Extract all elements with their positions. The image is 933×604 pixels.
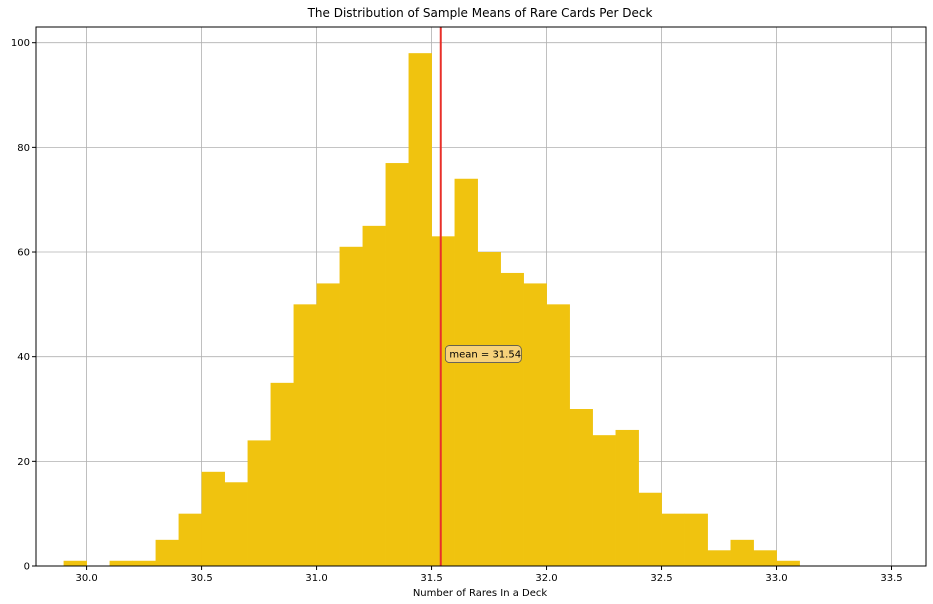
x-tick-label: 31.0 [305,573,327,584]
histogram-bar [270,382,294,566]
histogram-bar [293,304,317,566]
mean-annotation-group: mean = 31.54 [444,345,522,363]
histogram-bar [132,560,156,566]
y-tick-label: 20 [17,457,30,468]
histogram-bar [316,283,340,566]
histogram-bar [684,513,708,566]
histogram-bar [546,304,570,566]
y-tick-label: 60 [17,248,30,259]
histogram-bar [362,225,386,566]
histogram-bar [224,482,248,566]
histogram-bar [707,550,731,566]
plot-frame [35,26,927,567]
x-axis-ticks: 30.0 30.5 31.0 31.5 32.0 32.5 33.0 33.5 [75,566,903,584]
histogram-bar [385,163,409,566]
histogram-bar [753,550,777,566]
histogram-bar [63,560,87,566]
annotation-text: mean = 31.54 [449,350,521,361]
histogram-bar [776,560,800,566]
histogram-bar [454,178,478,567]
x-tick-label: 33.0 [765,573,787,584]
x-tick-label: 31.5 [420,573,442,584]
y-tick-label: 80 [17,143,30,154]
y-tick-label: 40 [17,352,30,363]
histogram-bar [500,272,524,566]
histogram-bar [661,513,685,566]
x-tick-label: 30.0 [75,573,97,584]
x-axis-label: Number of Rares In a Deck [413,588,548,599]
histogram-bar [178,513,202,566]
histogram-bar [569,409,593,566]
histogram-bar [201,471,225,566]
y-axis-ticks: 0 20 40 60 80 100 [11,38,36,573]
histogram-bar [109,560,133,566]
histogram-bar [247,440,271,566]
histogram-bar [408,53,432,567]
histogram-bar [339,246,363,566]
chart-title: The Distribution of Sample Means of Rare… [307,6,653,20]
annotation-box [444,345,522,363]
histogram-bar [155,539,179,566]
x-tick-label: 33.5 [880,573,902,584]
histogram-bar [523,283,547,566]
histogram-bar [638,492,662,566]
y-tick-label: 100 [11,38,30,49]
histogram-bar [431,236,455,567]
x-tick-label: 32.5 [650,573,672,584]
histogram-bar [730,539,754,566]
histogram-bar [592,435,616,566]
histogram-bar [615,429,639,566]
x-tick-label: 32.0 [535,573,557,584]
x-tick-label: 30.5 [190,573,212,584]
y-tick-label: 0 [24,562,30,573]
histogram-bar [477,252,501,567]
